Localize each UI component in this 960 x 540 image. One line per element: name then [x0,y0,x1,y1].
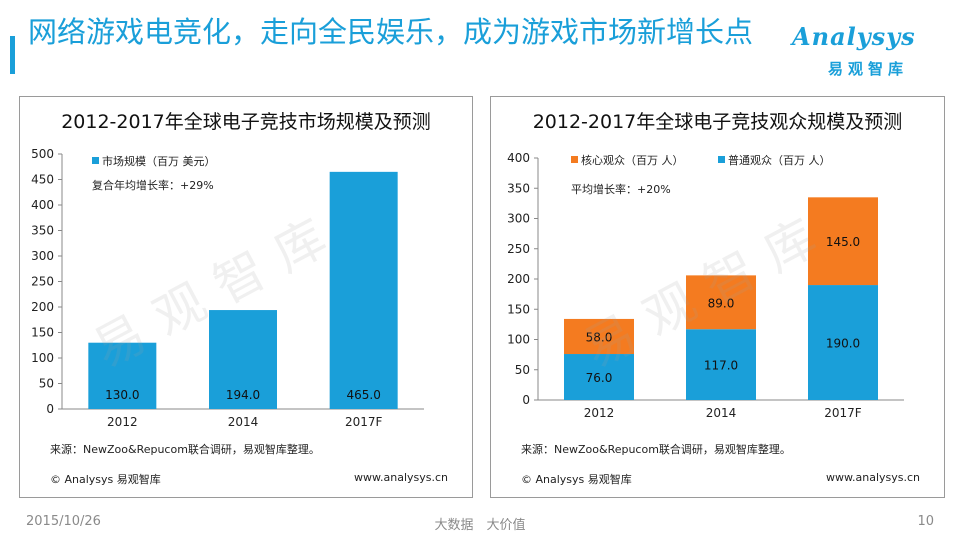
website-link[interactable]: www.analysys.cn [826,471,920,484]
data-label: 76.0 [586,371,613,385]
copyright: © Analysys 易观智库 [521,473,632,486]
legend-label: 普通观众（百万 人） [728,153,831,167]
y-tick-label: 100 [507,333,530,347]
data-label: 465.0 [346,388,380,402]
bar [209,310,277,409]
data-label: 145.0 [826,235,860,249]
data-label: 58.0 [586,330,613,344]
y-tick-label: 150 [31,326,54,340]
legend-label: 市场规模（百万 美元） [102,154,216,168]
source-note: 来源：NewZoo&Repucom联合调研，易观智库整理。 [50,443,320,456]
y-tick-label: 350 [507,181,530,195]
source-note: 来源：NewZoo&Repucom联合调研，易观智库整理。 [521,443,791,456]
page-title: 网络游戏电竞化，走向全民娱乐，成为游戏市场新增长点 [28,15,754,49]
website-link[interactable]: www.analysys.cn [354,471,448,484]
market-size-bar-chart: 500450400350300250200150100500130.020121… [31,147,424,429]
y-tick-label: 150 [507,302,530,316]
y-tick-label: 200 [507,272,530,286]
y-tick-label: 50 [515,363,530,377]
y-tick-label: 500 [31,147,54,161]
legend-label: 核心观众（百万 人） [581,153,684,167]
y-tick-label: 250 [507,242,530,256]
page-number: 10 [917,514,934,529]
bar [329,171,398,409]
data-label: 117.0 [704,359,738,373]
logo-wordmark: Analysys [792,22,916,51]
title-accent-bar [10,36,15,74]
legend-swatch [571,156,578,163]
x-tick-label: 2017F [345,415,383,429]
y-tick-label: 100 [31,351,54,365]
data-label: 130.0 [105,388,139,402]
copyright: © Analysys 易观智库 [50,473,161,486]
legend-swatch [718,156,725,163]
data-label: 194.0 [226,388,260,402]
y-tick-label: 0 [46,402,54,416]
y-tick-label: 250 [31,275,54,289]
y-tick-label: 400 [31,198,54,212]
bar [88,342,157,409]
bar [808,285,878,400]
y-tick-label: 300 [31,249,54,263]
footer-slogan: 大数据 大价值 [434,518,526,533]
y-tick-label: 50 [39,377,54,391]
bar [808,197,878,286]
chart-title: 2012-2017年全球电子竞技观众规模及预测 [532,111,903,133]
audience-size-chart-panel: 2012-2017年全球电子竞技观众规模及预测 400 350 300 250 200 1… [490,96,945,498]
chart-title: 2012-2017年全球电子竞技市场规模及预测 [61,111,431,133]
market-size-chart-panel: 2012-2017年全球电子竞技市场规模及预测 500 450 400 350 300 2… [19,96,473,498]
growth-annotation: 平均增长率：+20% [571,182,671,196]
x-tick-label: 2014 [706,406,737,420]
data-label: 89.0 [708,296,735,310]
footer-date: 2015/10/26 [26,514,101,529]
x-tick-label: 2014 [228,415,259,429]
y-tick-label: 200 [31,300,54,314]
y-tick-label: 450 [31,173,54,187]
bar [686,275,756,330]
growth-annotation: 复合年均增长率：+29% [92,178,214,192]
bar [686,329,756,400]
y-tick-label: 300 [507,212,530,226]
y-tick-label: 350 [31,224,54,238]
analysys-logo: Analysys 易观智库 [792,22,942,86]
y-tick-label: 400 [507,151,530,165]
bar [564,318,634,355]
legend-swatch [92,157,99,164]
x-tick-label: 2017F [824,406,862,420]
audience-stacked-bar-chart: 400 350 300 250 200 150 100 50 0 76.0 58.0 2012 117.… [507,151,904,420]
y-tick-label: 0 [522,393,530,407]
logo-chinese-name: 易观智库 [827,60,908,78]
x-tick-label: 2012 [584,406,615,420]
x-tick-label: 2012 [107,415,138,429]
data-label: 190.0 [826,337,860,351]
bar [564,354,634,400]
